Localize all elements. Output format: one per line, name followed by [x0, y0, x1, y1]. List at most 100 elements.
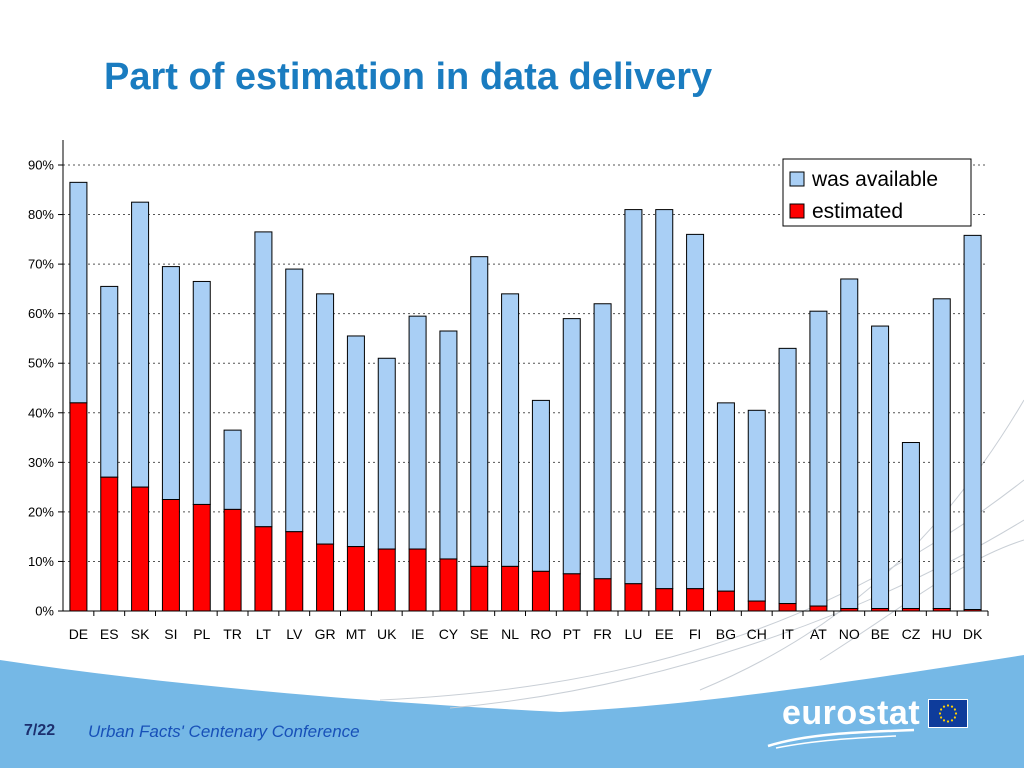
y-tick-label: 50% [28, 356, 54, 371]
bar-was-available-gr [316, 293, 335, 545]
bar-estimated-lv [285, 531, 304, 612]
x-tick-label: NL [501, 626, 519, 642]
y-tick-label: 40% [28, 405, 54, 420]
bar-was-available-pl [192, 280, 211, 505]
x-tick-label: CY [439, 626, 459, 642]
bar-estimated-es [100, 476, 119, 612]
x-tick-label: BG [716, 626, 736, 642]
x-tick-label: AT [810, 626, 827, 642]
bar-estimated-pl [192, 503, 211, 612]
eu-flag-icon [928, 699, 969, 728]
bar-was-available-lu [624, 209, 643, 585]
y-tick-label: 70% [28, 257, 54, 272]
bar-estimated-ch [747, 600, 766, 612]
bar-estimated-sk [131, 486, 150, 612]
stacked-bar-chart: 0% 10% 20% 30% 40% 50% 60% 70% 80% 90% DE ES SK SI PL… [28, 140, 989, 642]
bar-estimated-hu [932, 608, 951, 612]
x-tick-label: UK [377, 626, 397, 642]
x-tick-label: SE [470, 626, 489, 642]
bar-was-available-at [809, 310, 828, 607]
legend-swatch [789, 171, 805, 187]
bar-estimated-lu [624, 583, 643, 612]
x-tick-label: DK [963, 626, 983, 642]
bar-estimated-uk [377, 548, 396, 612]
legend-box [782, 158, 972, 227]
bar-estimated-cz [901, 608, 920, 612]
bar-was-available-hu [932, 298, 951, 610]
bar-estimated-tr [223, 508, 242, 612]
bar-estimated-ro [531, 570, 550, 612]
bar-was-available-cz [901, 442, 920, 610]
x-tick-label: SK [131, 626, 150, 642]
x-tick-label: TR [223, 626, 242, 642]
bar-estimated-si [161, 499, 180, 612]
bar-was-available-tr [223, 429, 242, 510]
x-tick-label: CZ [902, 626, 921, 642]
bar-was-available-de [69, 181, 88, 404]
x-tick-label: ES [100, 626, 119, 642]
x-tick-label: LV [286, 626, 303, 642]
bar-was-available-sk [131, 201, 150, 488]
x-tick-label: DE [69, 626, 88, 642]
bar-was-available-it [778, 347, 797, 605]
bar-estimated-de [69, 402, 88, 612]
bar-was-available-ie [408, 315, 427, 550]
bar-estimated-ee [655, 588, 674, 612]
page-number: 7/22 [24, 722, 56, 739]
x-tick-label: FI [689, 626, 701, 642]
bar-was-available-ch [747, 409, 766, 602]
bar-was-available-lv [285, 268, 304, 533]
bar-was-available-pt [562, 318, 581, 575]
bar-was-available-fr [593, 303, 612, 580]
y-tick-label: 90% [28, 158, 54, 173]
bar-was-available-fi [686, 233, 705, 590]
bar-estimated-pt [562, 573, 581, 612]
background-swoosh-line [819, 539, 1024, 661]
y-tick-label: 60% [28, 306, 54, 321]
x-tick-label: CH [747, 626, 767, 642]
bar-was-available-se [470, 256, 489, 567]
bar-estimated-cy [439, 558, 458, 612]
bar-was-available-nl [501, 293, 520, 567]
legend-label: estimated [812, 200, 903, 223]
y-tick-label: 0% [35, 604, 54, 619]
bar-estimated-nl [501, 565, 520, 612]
bar-was-available-uk [377, 357, 396, 550]
bar-was-available-lt [254, 231, 273, 528]
y-tick-label: 10% [28, 554, 54, 569]
bar-estimated-at [809, 605, 828, 612]
x-tick-label: FR [593, 626, 612, 642]
x-tick-label: EE [655, 626, 674, 642]
bar-estimated-ie [408, 548, 427, 612]
bar-was-available-ee [655, 209, 674, 590]
x-tick-label: BE [871, 626, 890, 642]
x-tick-label: MT [346, 626, 367, 642]
bar-was-available-mt [346, 335, 365, 548]
bar-estimated-fr [593, 578, 612, 612]
bottom-band [0, 655, 1024, 768]
bar-estimated-dk [963, 609, 982, 612]
y-tick-label: 30% [28, 455, 54, 470]
bar-estimated-bg [716, 590, 735, 612]
x-tick-label: IE [411, 626, 424, 642]
bar-was-available-cy [439, 330, 458, 560]
eurostat-logo: eurostat [782, 694, 969, 733]
bar-was-available-ro [531, 399, 550, 572]
slide-title: Part of estimation in data delivery [104, 56, 713, 98]
logo-text: eurostat [782, 694, 921, 732]
x-tick-label: LU [624, 626, 642, 642]
bar-was-available-es [100, 285, 119, 478]
x-tick-label: PT [563, 626, 581, 642]
y-tick-label: 80% [28, 207, 54, 222]
bar-estimated-be [871, 608, 890, 612]
x-tick-label: PL [193, 626, 210, 642]
bar-was-available-bg [716, 402, 735, 592]
background-swoosh-line [449, 519, 1024, 709]
bar-estimated-mt [346, 546, 365, 612]
bar-estimated-it [778, 603, 797, 612]
x-tick-label: NO [839, 626, 860, 642]
legend-swatch [789, 203, 805, 219]
x-tick-label: HU [932, 626, 952, 642]
bar-was-available-no [840, 278, 859, 610]
bar-estimated-gr [316, 543, 335, 612]
